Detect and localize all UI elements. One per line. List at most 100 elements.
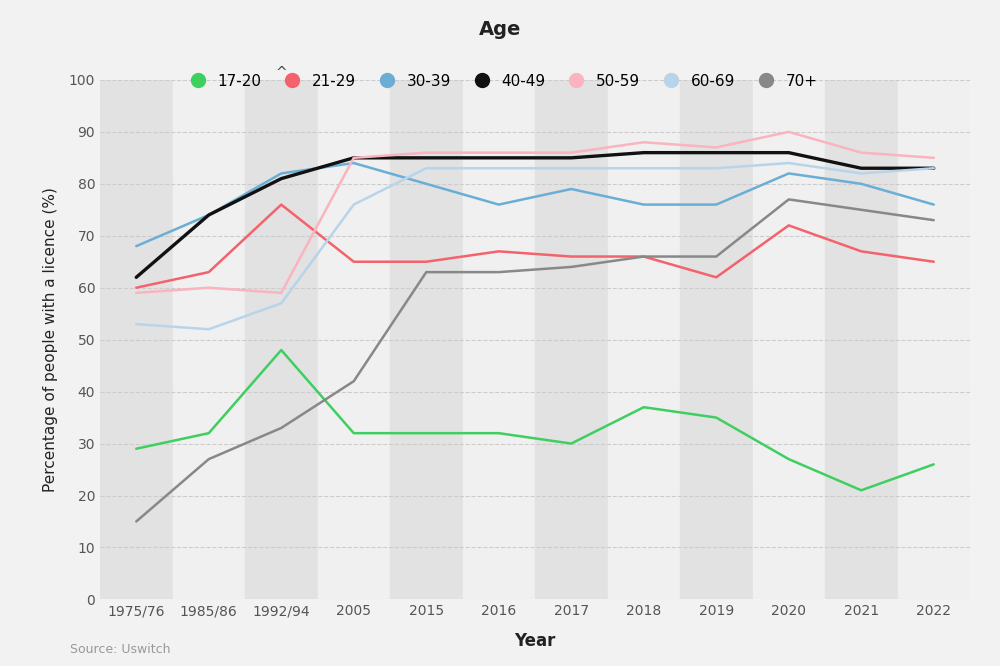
Bar	[462, 80, 535, 599]
Line: 17-20: 17-20	[136, 350, 934, 490]
Line: 60-69: 60-69	[136, 163, 934, 329]
70+	[565, 263, 577, 271]
Text: Source: Uswitch: Source: Uswitch	[70, 643, 170, 656]
Line: 30-39: 30-39	[136, 163, 934, 246]
50-59	[565, 149, 577, 157]
30-39	[928, 200, 940, 208]
40-49	[855, 165, 867, 172]
Line: 21-29: 21-29	[136, 204, 934, 288]
60-69	[493, 165, 505, 172]
40-49	[130, 273, 142, 281]
Legend: 17-20, 21-29, 30-39, 40-49, 50-59, 60-69, 70+: 17-20, 21-29, 30-39, 40-49, 50-59, 60-69…	[177, 67, 823, 95]
40-49	[710, 149, 722, 157]
21-29	[710, 273, 722, 281]
Text: Age: Age	[479, 20, 521, 39]
30-39	[348, 159, 360, 167]
Bar	[608, 80, 680, 599]
Bar	[898, 80, 970, 599]
30-39	[493, 200, 505, 208]
60-69	[420, 165, 432, 172]
60-69	[348, 200, 360, 208]
Line: 40-49: 40-49	[136, 153, 934, 277]
Bar	[173, 80, 245, 599]
Bar	[390, 80, 462, 599]
50-59	[493, 149, 505, 157]
30-39	[420, 180, 432, 188]
21-29	[638, 252, 650, 260]
40-49	[348, 154, 360, 162]
17-20	[855, 486, 867, 494]
X-axis label: Year: Year	[514, 632, 556, 650]
40-49	[783, 149, 795, 157]
50-59	[130, 289, 142, 297]
60-69	[565, 165, 577, 172]
17-20	[710, 414, 722, 422]
30-39	[783, 169, 795, 177]
50-59	[275, 289, 287, 297]
Bar	[753, 80, 825, 599]
21-29	[928, 258, 940, 266]
21-29	[348, 258, 360, 266]
60-69	[855, 169, 867, 177]
Line: 70+: 70+	[136, 199, 934, 521]
50-59	[348, 154, 360, 162]
30-39	[855, 180, 867, 188]
70+	[493, 268, 505, 276]
17-20	[565, 440, 577, 448]
70+	[855, 206, 867, 214]
Bar	[318, 80, 390, 599]
40-49	[928, 165, 940, 172]
70+	[710, 252, 722, 260]
17-20	[420, 429, 432, 437]
30-39	[275, 169, 287, 177]
17-20	[203, 429, 215, 437]
30-39	[203, 211, 215, 219]
21-29	[493, 247, 505, 255]
50-59	[710, 143, 722, 151]
Bar	[100, 80, 173, 599]
17-20	[638, 403, 650, 411]
70+	[275, 424, 287, 432]
21-29	[420, 258, 432, 266]
60-69	[783, 159, 795, 167]
60-69	[710, 165, 722, 172]
17-20	[130, 445, 142, 453]
Text: ^: ^	[275, 66, 287, 80]
30-39	[130, 242, 142, 250]
70+	[928, 216, 940, 224]
40-49	[275, 174, 287, 182]
50-59	[928, 154, 940, 162]
Bar	[535, 80, 608, 599]
17-20	[783, 455, 795, 463]
60-69	[638, 165, 650, 172]
40-49	[493, 154, 505, 162]
Line: 50-59: 50-59	[136, 132, 934, 293]
40-49	[420, 154, 432, 162]
Bar	[680, 80, 753, 599]
70+	[348, 377, 360, 385]
Y-axis label: Percentage of people with a licence (%): Percentage of people with a licence (%)	[43, 187, 58, 492]
21-29	[275, 200, 287, 208]
21-29	[783, 221, 795, 229]
50-59	[203, 284, 215, 292]
30-39	[638, 200, 650, 208]
40-49	[203, 211, 215, 219]
Bar	[825, 80, 898, 599]
50-59	[855, 149, 867, 157]
21-29	[855, 247, 867, 255]
70+	[420, 268, 432, 276]
60-69	[928, 165, 940, 172]
17-20	[493, 429, 505, 437]
50-59	[783, 128, 795, 136]
17-20	[275, 346, 287, 354]
40-49	[565, 154, 577, 162]
70+	[783, 195, 795, 203]
Bar	[245, 80, 318, 599]
40-49	[638, 149, 650, 157]
17-20	[928, 460, 940, 468]
70+	[638, 252, 650, 260]
21-29	[565, 252, 577, 260]
50-59	[420, 149, 432, 157]
21-29	[130, 284, 142, 292]
70+	[130, 517, 142, 525]
